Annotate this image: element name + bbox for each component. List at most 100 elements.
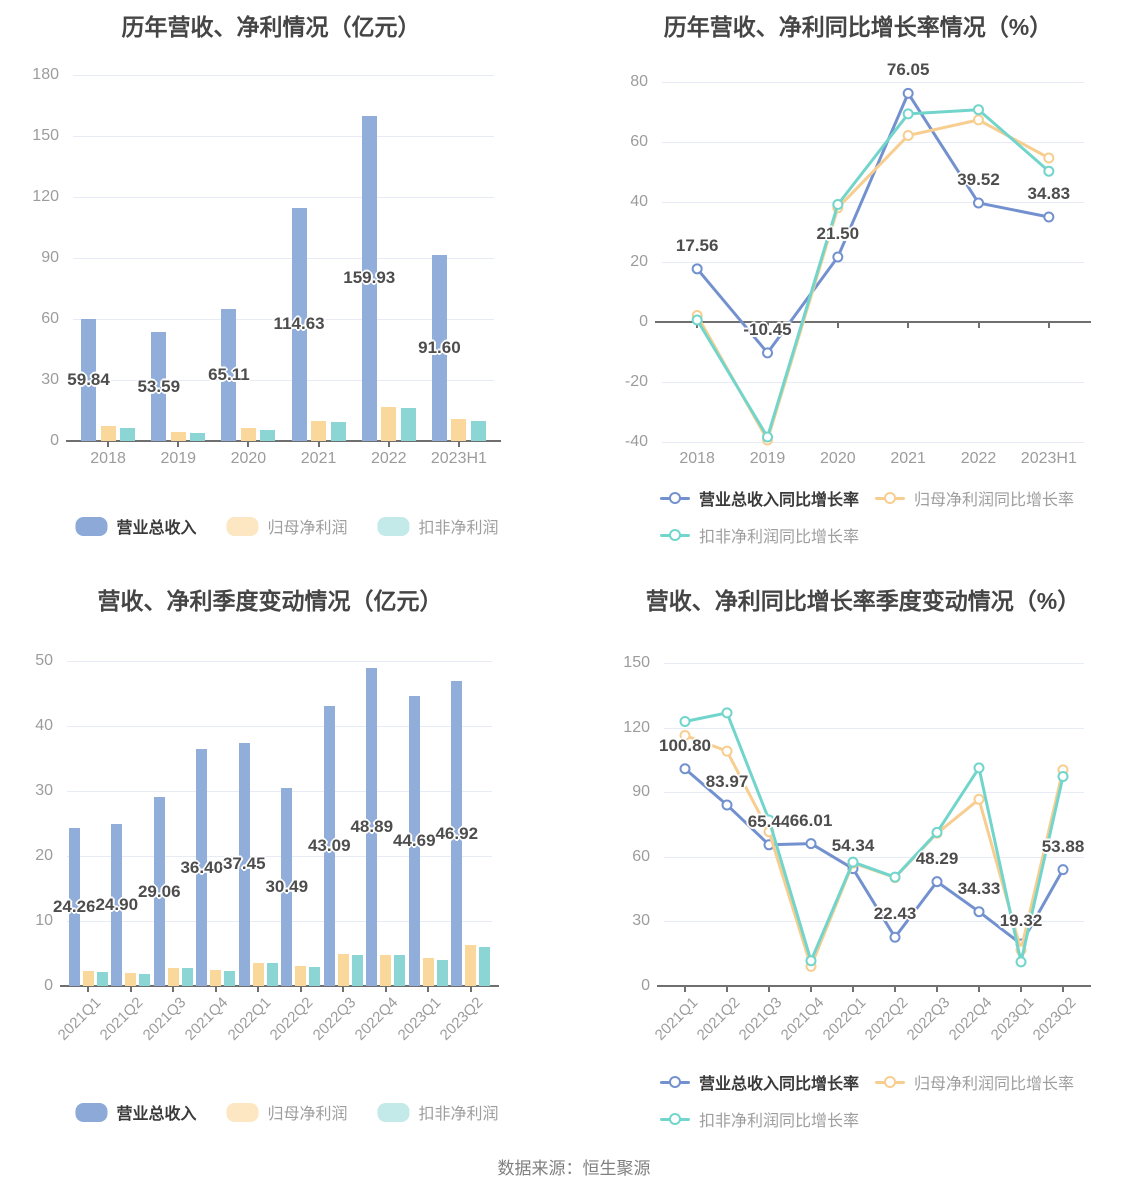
bar-net-profit-deducted[interactable] [181,968,193,986]
data-point-total-revenue-yoy-growth[interactable] [931,876,943,888]
data-point-net-profit-attributable-yoy-growth[interactable] [805,960,817,972]
legend-item-net-profit-deducted[interactable]: 扣非净利润 [377,514,499,538]
data-point-net-profit-deducted-yoy-growth[interactable] [805,955,817,967]
bar-net-profit-deducted[interactable] [224,971,236,986]
bar-net-profit-attributable[interactable] [422,958,434,986]
bar-net-profit-deducted[interactable] [120,427,136,441]
legend-item-net-profit-deducted-yoy-growth[interactable]: 扣非净利润同比增长率 [660,1107,859,1131]
data-point-net-profit-deducted-yoy-growth[interactable] [721,707,733,719]
legend-item-net-profit-deducted-yoy-growth[interactable]: 扣非净利润同比增长率 [660,523,859,547]
data-point-net-profit-deducted-yoy-growth[interactable] [889,871,901,883]
legend-item-net-profit-attributable-yoy-growth[interactable]: 归母净利润同比增长率 [875,1070,1074,1094]
bar-net-profit-deducted[interactable] [479,947,491,986]
data-point-net-profit-deducted-yoy-growth[interactable] [973,762,985,774]
data-point-net-profit-attributable-yoy-growth[interactable] [973,793,985,805]
bar-net-profit-deducted[interactable] [96,971,108,986]
legend-item-net-profit-attributable-yoy-growth[interactable]: 归母净利润同比增长率 [875,486,1074,510]
bar-total-revenue[interactable] [281,787,293,986]
bar-total-revenue[interactable] [366,668,378,986]
data-point-total-revenue-yoy-growth[interactable] [763,839,775,851]
bar-net-profit-attributable[interactable] [240,428,256,441]
bar-net-profit-attributable[interactable] [465,945,477,986]
data-point-total-revenue-yoy-growth[interactable] [679,763,691,775]
data-point-total-revenue-yoy-growth[interactable] [721,799,733,811]
data-point-net-profit-deducted-yoy-growth[interactable] [931,826,943,838]
bar-net-profit-deducted[interactable] [394,955,406,986]
data-point-net-profit-attributable-yoy-growth[interactable] [847,857,859,869]
data-point-net-profit-attributable-yoy-growth[interactable] [1057,764,1069,776]
y-axis-tick-label: 40 [35,717,53,734]
bar-total-revenue[interactable] [153,797,165,986]
bar-net-profit-attributable[interactable] [381,406,397,441]
data-point-net-profit-deducted-yoy-growth[interactable] [847,856,859,868]
bar-total-revenue[interactable] [81,319,97,441]
bar-net-profit-attributable[interactable] [311,421,327,441]
bar-total-revenue[interactable] [111,824,123,986]
bar-net-profit-attributable[interactable] [295,965,307,986]
data-point-total-revenue-yoy-growth[interactable] [1057,864,1069,876]
data-point-net-profit-attributable-yoy-growth[interactable] [889,872,901,884]
legend-label: 营业总收入同比增长率 [699,1076,860,1093]
data-point-net-profit-attributable-yoy-growth[interactable] [931,827,943,839]
bar-net-profit-deducted[interactable] [470,421,486,441]
legend-item-total-revenue-yoy-growth[interactable]: 营业总收入同比增长率 [660,486,859,510]
bar-net-profit-attributable[interactable] [210,970,222,986]
legend-swatch [75,1102,108,1122]
bar-net-profit-attributable[interactable] [252,962,264,986]
legend-item-net-profit-deducted[interactable]: 扣非净利润 [377,1100,499,1124]
point-value-label: 100.80 [659,735,711,755]
bar-net-profit-deducted[interactable] [190,432,206,441]
bar-net-profit-attributable[interactable] [167,968,179,986]
bar-net-profit-deducted[interactable] [260,429,276,441]
bar-net-profit-attributable[interactable] [451,419,467,441]
bar-net-profit-attributable[interactable] [380,954,392,986]
bar-total-revenue[interactable] [238,742,250,986]
data-point-net-profit-deducted-yoy-growth[interactable] [679,715,691,727]
legend-item-net-profit-attributable[interactable]: 归母净利润 [226,514,348,538]
bar-total-revenue[interactable] [451,681,463,986]
legend-item-net-profit-attributable[interactable]: 归母净利润 [226,1100,348,1124]
x-axis-label: 2018 [90,450,126,467]
data-point-total-revenue-yoy-growth[interactable] [973,906,985,918]
bar-net-profit-deducted[interactable] [139,973,151,986]
legend-circle-glyph [884,492,897,504]
bar-total-revenue[interactable] [291,207,307,441]
bar-value-label: 159.93 [343,268,396,288]
bar-total-revenue[interactable] [221,308,237,441]
data-point-total-revenue-yoy-growth[interactable] [847,863,859,875]
data-point-net-profit-attributable-yoy-growth[interactable] [721,745,733,757]
data-point-net-profit-attributable-yoy-growth[interactable] [1015,944,1027,956]
bar-net-profit-deducted[interactable] [266,963,278,986]
data-point-net-profit-deducted-yoy-growth[interactable] [1015,956,1027,968]
bar-value-label: 65.11 [208,364,250,384]
data-point-total-revenue-yoy-growth[interactable] [889,931,901,943]
bar-net-profit-deducted[interactable] [330,422,346,441]
bar-total-revenue[interactable] [68,828,80,986]
legend-item-total-revenue-yoy-growth[interactable]: 营业总收入同比增长率 [660,1070,859,1094]
bar-net-profit-attributable[interactable] [100,426,116,441]
bar-net-profit-attributable[interactable] [337,954,349,986]
bar-net-profit-attributable[interactable] [125,973,137,986]
grid-line [73,197,494,198]
bar-net-profit-deducted[interactable] [436,960,448,986]
bar-total-revenue[interactable] [151,332,167,441]
chart-title-annual-revenue-profit: 历年营收、净利情况（亿元） [121,14,421,40]
bar-total-revenue[interactable] [196,749,208,986]
bar-total-revenue[interactable] [431,254,447,441]
bar-net-profit-attributable[interactable] [82,971,94,986]
data-point-net-profit-deducted-yoy-growth[interactable] [1057,771,1069,783]
legend-item-total-revenue[interactable]: 营业总收入 [75,1100,196,1124]
bar-total-revenue[interactable] [361,115,377,441]
bar-net-profit-attributable[interactable] [170,431,186,441]
data-point-total-revenue-yoy-growth[interactable] [805,838,817,850]
bar-net-profit-deducted[interactable] [309,966,321,986]
bar-total-revenue[interactable] [323,705,335,986]
bar-net-profit-deducted[interactable] [351,954,363,986]
legend-label: 扣非净利润同比增长率 [699,529,860,546]
bar-total-revenue[interactable] [408,695,420,986]
data-point-total-revenue-yoy-growth[interactable] [1015,938,1027,950]
x-axis-tick [894,986,896,992]
legend-item-total-revenue[interactable]: 营业总收入 [75,514,196,538]
bar-net-profit-deducted[interactable] [400,408,416,441]
